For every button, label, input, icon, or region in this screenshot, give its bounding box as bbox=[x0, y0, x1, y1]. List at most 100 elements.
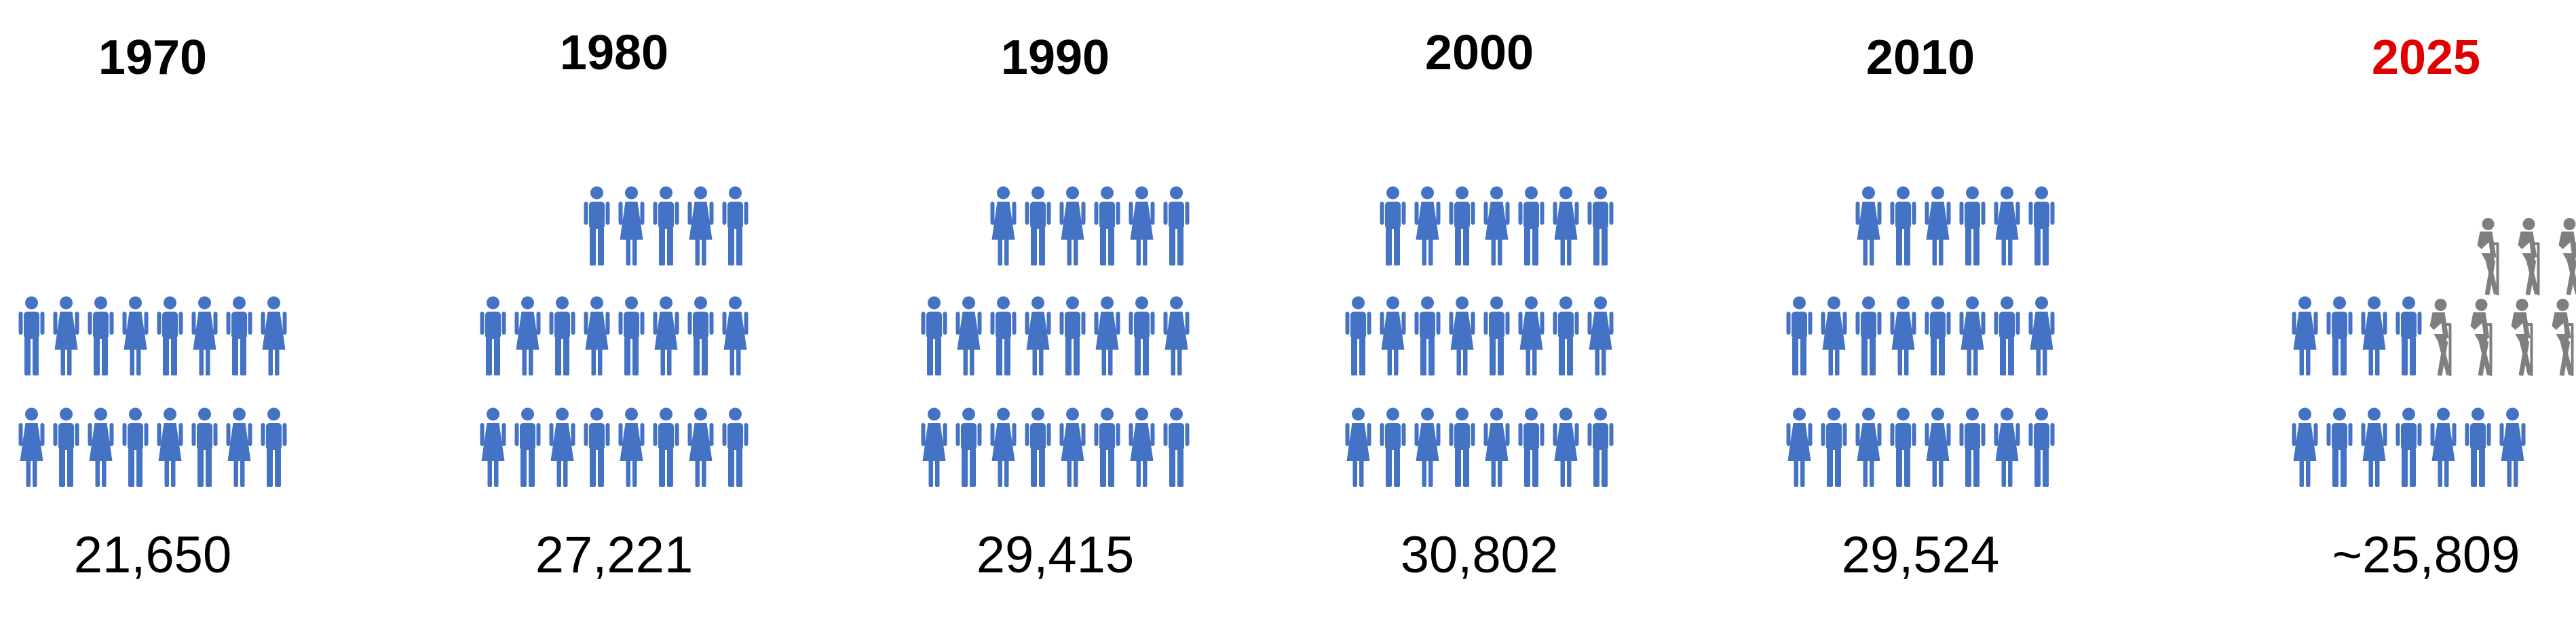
person-icon bbox=[2499, 407, 2526, 487]
person-icon bbox=[1925, 407, 1951, 487]
person-icon bbox=[18, 407, 45, 487]
person-icon bbox=[1025, 186, 1051, 265]
person-icon bbox=[1059, 186, 1086, 265]
person-icon bbox=[88, 407, 114, 487]
person-icon bbox=[722, 407, 749, 487]
person-icon bbox=[2028, 407, 2055, 487]
person-icon bbox=[1890, 407, 1916, 487]
person-icon bbox=[2028, 296, 2055, 375]
person-icon bbox=[53, 296, 79, 375]
population-value-label: 21,650 bbox=[73, 526, 232, 584]
person-icon bbox=[1994, 296, 2020, 375]
person-icon bbox=[1959, 296, 1986, 375]
person-icon bbox=[1518, 186, 1545, 265]
person-icon bbox=[2326, 407, 2353, 487]
person-icon bbox=[1163, 407, 1190, 487]
elderly-person-icon bbox=[2429, 299, 2452, 376]
year-label: 2025 bbox=[2371, 31, 2481, 85]
person-icon bbox=[1025, 296, 1051, 375]
person-icon bbox=[480, 296, 506, 375]
person-icon bbox=[2028, 186, 2055, 265]
person-icon bbox=[1483, 186, 1510, 265]
person-icon bbox=[1518, 407, 1545, 487]
person-icon bbox=[1786, 407, 1813, 487]
population-value-label: 30,802 bbox=[1400, 526, 1559, 584]
person-icon bbox=[1821, 296, 1847, 375]
elderly-person-icon bbox=[2552, 299, 2574, 376]
population-value-label: 29,415 bbox=[976, 526, 1135, 584]
person-icon bbox=[653, 407, 679, 487]
person-icon bbox=[2361, 407, 2387, 487]
person-icon bbox=[1094, 186, 1120, 265]
elderly-person-icon bbox=[2518, 218, 2540, 295]
person-icon bbox=[584, 407, 610, 487]
person-icon bbox=[2292, 296, 2318, 375]
person-icon bbox=[1163, 296, 1190, 375]
person-icon bbox=[687, 296, 714, 375]
person-icon bbox=[687, 407, 714, 487]
person-icon bbox=[1786, 296, 1813, 375]
person-icon bbox=[2395, 407, 2422, 487]
person-icon bbox=[1380, 407, 1406, 487]
elderly-person-icon bbox=[2470, 299, 2493, 376]
person-icon bbox=[722, 296, 749, 375]
person-icon bbox=[2465, 407, 2491, 487]
person-icon bbox=[955, 407, 982, 487]
person-icon bbox=[1025, 407, 1051, 487]
person-icon bbox=[1553, 407, 1579, 487]
person-icon bbox=[1855, 407, 1882, 487]
person-icon bbox=[53, 407, 79, 487]
person-icon bbox=[1518, 296, 1545, 375]
person-icon bbox=[261, 296, 287, 375]
person-icon bbox=[2361, 296, 2387, 375]
person-icon bbox=[1587, 407, 1614, 487]
person-icon bbox=[921, 296, 947, 375]
person-icon bbox=[549, 407, 575, 487]
person-icon bbox=[1925, 296, 1951, 375]
person-icon bbox=[584, 296, 610, 375]
person-icon bbox=[1483, 407, 1510, 487]
person-icon bbox=[618, 407, 645, 487]
person-icon bbox=[1855, 186, 1882, 265]
person-icon bbox=[1059, 407, 1086, 487]
year-label: 2010 bbox=[1865, 31, 1975, 85]
person-icon bbox=[1345, 407, 1371, 487]
person-icon bbox=[1345, 296, 1371, 375]
person-icon bbox=[1129, 296, 1155, 375]
person-icon bbox=[2292, 407, 2318, 487]
person-icon bbox=[653, 186, 679, 265]
person-icon bbox=[1483, 296, 1510, 375]
person-icon bbox=[1380, 296, 1406, 375]
person-icon bbox=[2430, 407, 2457, 487]
person-icon bbox=[1094, 407, 1120, 487]
person-icon bbox=[1129, 186, 1155, 265]
elderly-person-icon bbox=[2558, 218, 2576, 295]
person-icon bbox=[514, 296, 541, 375]
person-icon bbox=[1890, 186, 1916, 265]
person-icon bbox=[1821, 407, 1847, 487]
person-icon bbox=[1380, 186, 1406, 265]
person-icon bbox=[1059, 296, 1086, 375]
person-icon bbox=[88, 296, 114, 375]
person-icon bbox=[261, 407, 287, 487]
person-icon bbox=[584, 186, 610, 265]
person-icon bbox=[1129, 407, 1155, 487]
person-icon bbox=[618, 296, 645, 375]
person-icon bbox=[1163, 186, 1190, 265]
person-icon bbox=[1449, 186, 1475, 265]
person-icon bbox=[1994, 186, 2020, 265]
person-icon bbox=[2395, 296, 2422, 375]
person-icon bbox=[1414, 296, 1441, 375]
person-icon bbox=[226, 296, 252, 375]
person-icon bbox=[2326, 296, 2353, 375]
person-icon bbox=[1959, 186, 1986, 265]
population-value-label: 29,524 bbox=[1841, 526, 2000, 584]
person-icon bbox=[1414, 186, 1441, 265]
person-icon bbox=[18, 296, 45, 375]
population-value-label: 27,221 bbox=[535, 526, 694, 584]
person-icon bbox=[990, 296, 1017, 375]
year-label: 1970 bbox=[98, 31, 208, 85]
person-icon bbox=[514, 407, 541, 487]
